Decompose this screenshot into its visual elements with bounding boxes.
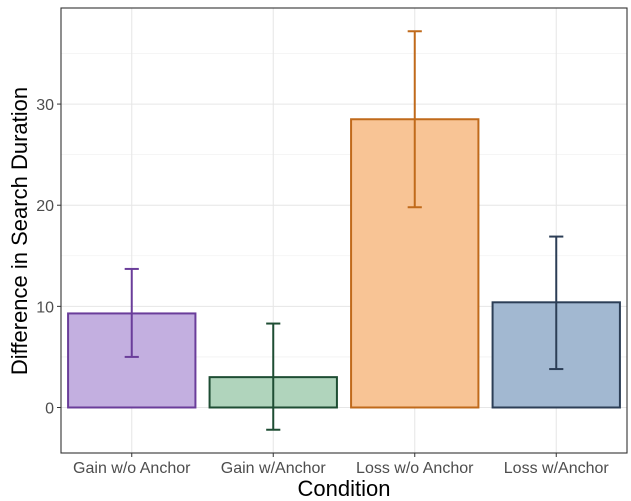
y-tick-label: 10 (36, 299, 54, 316)
x-tick-label: Loss w/o Anchor (356, 460, 474, 477)
x-tick-label: Loss w/Anchor (504, 460, 610, 477)
error-bars (124, 30, 564, 431)
y-tick-label: 0 (45, 400, 54, 417)
y-axis-title: Difference in Search Duration (7, 87, 32, 375)
x-axis-ticks: Gain w/o Anchor Gain w/Anchor Loss w/o Anc… (73, 453, 609, 477)
x-axis-title: Condition (298, 476, 391, 501)
y-tick-label: 20 (36, 198, 54, 215)
plot-border (60, 7, 628, 454)
y-tick-label: 30 (36, 97, 54, 114)
x-tick-label: Gain w/o Anchor (73, 460, 191, 477)
x-tick-label: Gain w/Anchor (221, 460, 327, 477)
y-axis-ticks: 0 10 20 30 (36, 97, 61, 417)
